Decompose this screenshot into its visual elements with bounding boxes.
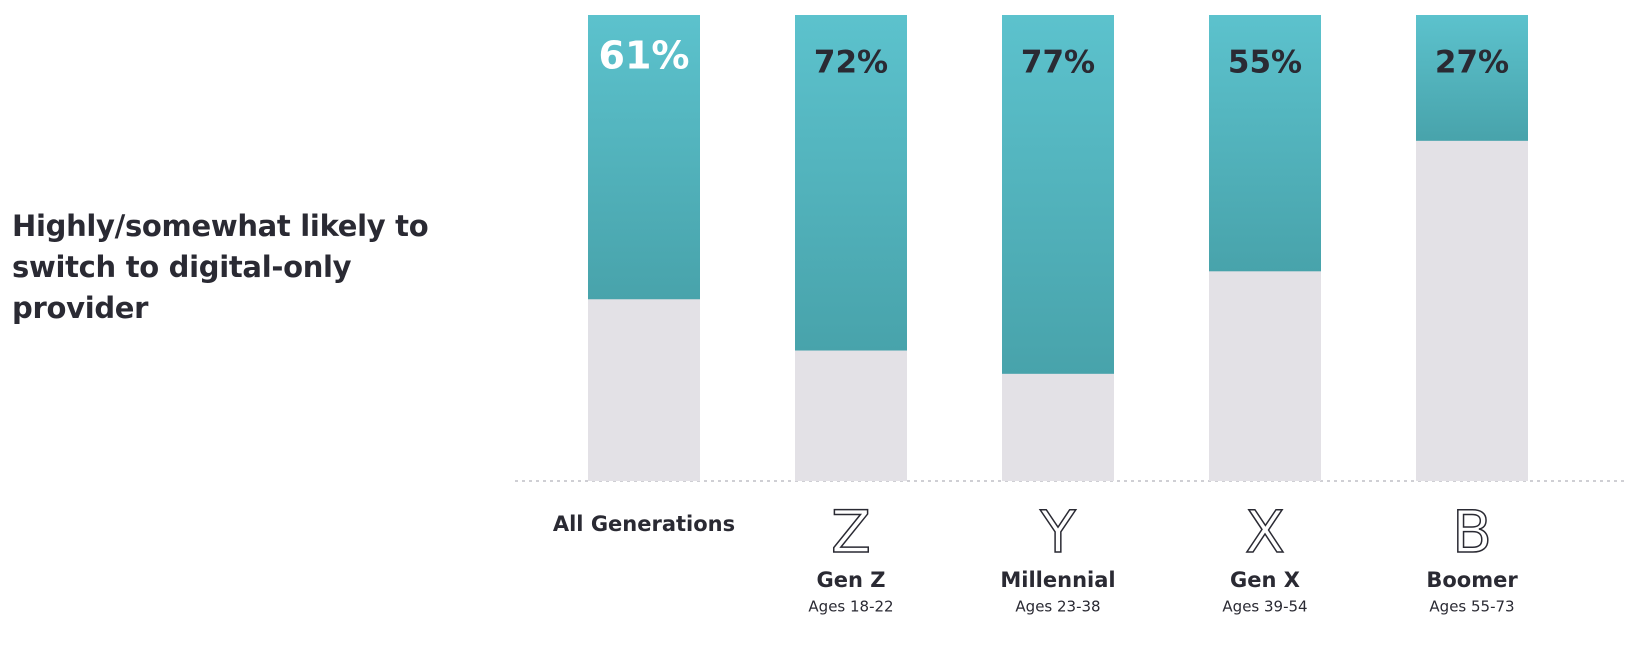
bar [795,15,907,351]
category-note: Ages 18-22 [808,598,893,616]
value-label: 72% [814,45,888,81]
value-label: 55% [1228,45,1302,81]
x-tick-label: Gen Z [817,568,886,592]
bar [1209,15,1321,272]
value-label: 61% [599,34,690,78]
bar [1002,15,1114,374]
category-note: Ages 39-54 [1222,598,1307,616]
x-tick-label: Boomer [1426,568,1518,592]
value-label: 27% [1435,45,1509,81]
category-icon: B [1452,498,1492,566]
category-icon: Z [831,498,871,566]
value-label: 77% [1021,45,1095,81]
x-tick-label: Millennial [1000,568,1115,592]
x-tick-label: Gen X [1230,568,1300,592]
category-icon: X [1245,498,1285,566]
bar [588,15,700,300]
y-axis-label: Highly/somewhat likely to switch to digi… [12,209,429,325]
category-note: Ages 23-38 [1015,598,1100,616]
category-icon: Y [1039,498,1076,566]
bar [1416,15,1528,141]
x-tick-label: All Generations [553,512,735,536]
category-note: Ages 55-73 [1429,598,1514,616]
